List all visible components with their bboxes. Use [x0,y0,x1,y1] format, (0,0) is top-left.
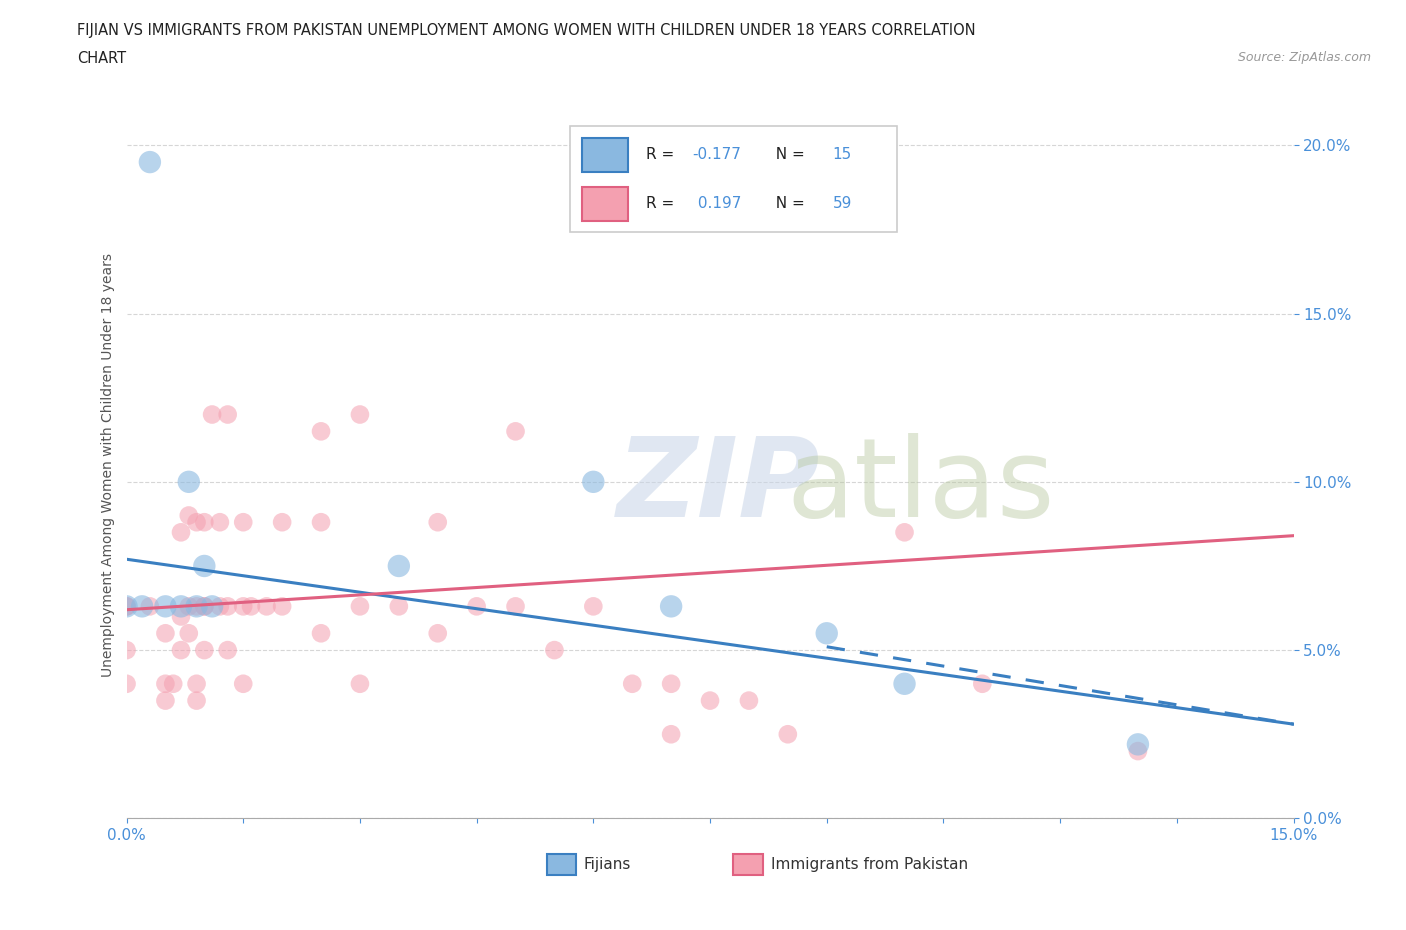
Point [699,693,721,708]
Point [582,474,605,489]
Point [162,676,184,691]
Text: ZIP: ZIP [617,432,820,539]
Point [349,676,371,691]
Point [582,599,605,614]
Text: Fijians: Fijians [583,857,631,871]
Point [426,626,449,641]
Point [170,643,193,658]
Point [309,424,332,439]
Text: R =: R = [645,147,679,162]
Point [271,599,294,614]
Point [170,599,193,614]
Point [177,626,200,641]
Point [186,599,208,614]
Point [621,676,644,691]
Text: -0.177: -0.177 [693,147,741,162]
Text: Source: ZipAtlas.com: Source: ZipAtlas.com [1237,51,1371,64]
Point [115,643,138,658]
FancyBboxPatch shape [569,126,897,232]
Point [659,599,682,614]
FancyBboxPatch shape [734,854,762,875]
Point [193,559,215,574]
Point [505,599,527,614]
Text: R =: R = [645,196,679,211]
Point [388,599,411,614]
Point [738,693,761,708]
Point [543,643,565,658]
Point [201,407,224,422]
Point [388,559,411,574]
Point [232,599,254,614]
Point [201,599,224,614]
Point [139,599,162,614]
Point [155,599,177,614]
Point [115,599,138,614]
Point [815,626,838,641]
Point [155,676,177,691]
Point [240,599,263,614]
Text: 59: 59 [832,196,852,211]
Point [309,515,332,530]
Point [217,599,239,614]
Point [271,515,294,530]
Text: atlas: atlas [786,432,1054,539]
Point [232,676,254,691]
Text: FIJIAN VS IMMIGRANTS FROM PAKISTAN UNEMPLOYMENT AMONG WOMEN WITH CHILDREN UNDER : FIJIAN VS IMMIGRANTS FROM PAKISTAN UNEMP… [77,23,976,38]
FancyBboxPatch shape [582,138,628,172]
Text: 15: 15 [832,147,852,162]
Point [1126,737,1149,751]
Point [177,599,200,614]
Point [208,515,231,530]
Point [465,599,488,614]
Point [139,154,162,169]
Point [972,676,994,691]
Point [309,626,332,641]
Text: N =: N = [766,147,810,162]
Point [193,599,215,614]
Point [208,599,231,614]
Point [177,474,200,489]
Text: N =: N = [766,196,810,211]
Point [217,407,239,422]
Point [186,515,208,530]
Point [155,693,177,708]
Text: Immigrants from Pakistan: Immigrants from Pakistan [770,857,967,871]
Point [155,626,177,641]
Point [505,424,527,439]
Point [426,515,449,530]
Text: CHART: CHART [77,51,127,66]
Point [177,508,200,523]
Point [186,693,208,708]
Point [349,407,371,422]
Point [659,727,682,742]
Point [256,599,278,614]
Text: 0.197: 0.197 [693,196,741,211]
FancyBboxPatch shape [582,187,628,221]
Point [170,609,193,624]
Point [349,599,371,614]
FancyBboxPatch shape [547,854,576,875]
Point [115,599,138,614]
Point [232,515,254,530]
Point [659,676,682,691]
Point [170,525,193,539]
Point [1126,744,1149,759]
Y-axis label: Unemployment Among Women with Children Under 18 years: Unemployment Among Women with Children U… [101,253,115,677]
Point [217,643,239,658]
Point [193,643,215,658]
Point [115,676,138,691]
Point [186,599,208,614]
Point [893,676,915,691]
Point [193,599,215,614]
Point [115,599,138,614]
Point [893,525,915,539]
Point [193,515,215,530]
Point [186,676,208,691]
Point [131,599,153,614]
Point [776,727,799,742]
